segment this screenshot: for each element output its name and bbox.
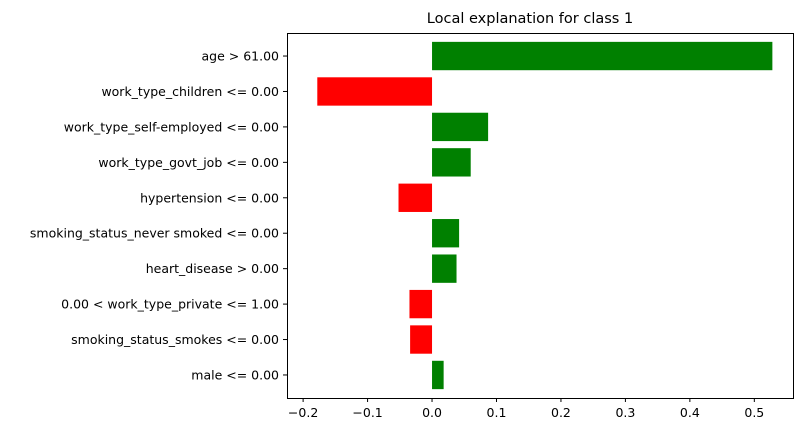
x-tick-label-3: 0.1 [487, 405, 507, 420]
bar-7 [409, 289, 433, 319]
plot-frame [287, 33, 794, 399]
y-tick-label-4: hypertension <= 0.00 [140, 190, 279, 205]
x-axis-ticks: −0.2 −0.1 0.0 0.1 0.2 0.3 0.4 0.5 [288, 398, 764, 420]
y-tick-label-3: work_type_govt_job <= 0.00 [98, 155, 279, 170]
y-tick-label-5: smoking_status_never smoked <= 0.00 [30, 226, 279, 241]
y-tick-labels: age > 61.00 work_type_children <= 0.00 wor… [30, 49, 287, 382]
bar-0 [432, 41, 773, 71]
y-tick-label-0: age > 61.00 [202, 49, 280, 64]
x-tick-label-2: 0.0 [422, 405, 442, 420]
bar-5 [432, 219, 460, 248]
bar-2 [432, 112, 489, 142]
bars-group [317, 41, 773, 390]
x-tick-label-7: 0.5 [744, 405, 764, 420]
bar-8 [410, 325, 433, 354]
bar-1 [317, 77, 433, 106]
x-tick-label-1: −0.1 [352, 405, 382, 420]
x-tick-label-6: 0.4 [680, 405, 700, 420]
x-tick-label-4: 0.2 [551, 405, 571, 420]
y-tick-label-8: smoking_status_smokes <= 0.00 [71, 332, 279, 347]
bar-3 [432, 148, 471, 177]
bar-4 [398, 183, 433, 212]
y-tick-label-9: male <= 0.00 [191, 367, 279, 382]
bar-6 [432, 254, 457, 283]
y-tick-label-2: work_type_self-employed <= 0.00 [64, 119, 279, 134]
y-tick-label-1: work_type_children <= 0.00 [101, 84, 279, 99]
x-tick-label-5: 0.3 [615, 405, 635, 420]
bar-9 [432, 360, 444, 390]
x-tick-label-0: −0.2 [288, 405, 318, 420]
y-tick-label-7: 0.00 < work_type_private <= 1.00 [61, 297, 279, 312]
chart-title: Local explanation for class 1 [427, 11, 633, 27]
y-tick-label-6: heart_disease > 0.00 [146, 261, 279, 276]
